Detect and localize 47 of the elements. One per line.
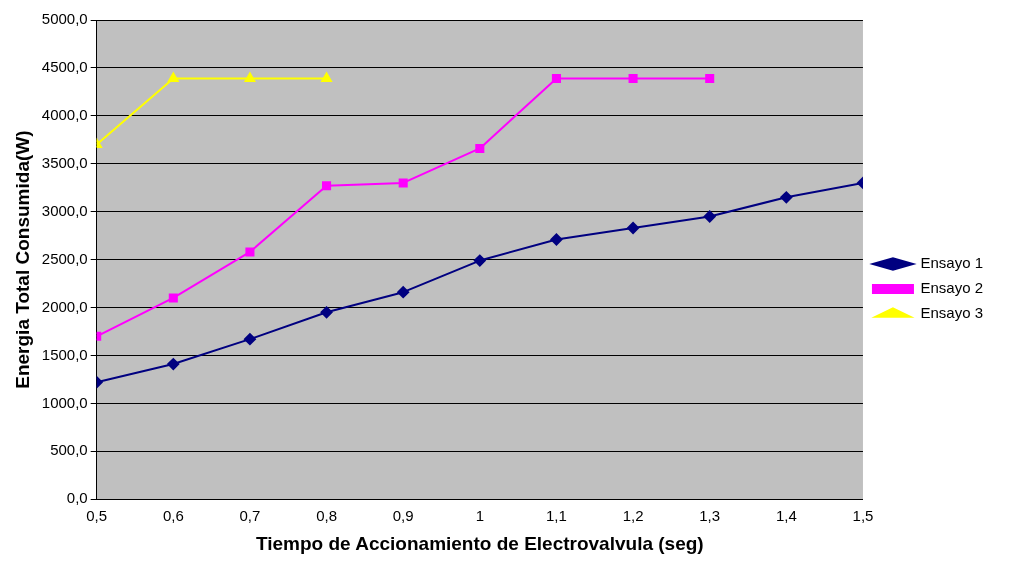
x-tick-label: 0,6 — [162, 507, 184, 525]
x-tick-label: 0,9 — [392, 507, 414, 525]
x-axis-title: Tiempo de Accionamiento de Electrovalvula (seg) — [255, 532, 704, 554]
y-tick-label: 1000,0 — [41, 393, 88, 411]
point — [321, 72, 332, 82]
y-tick-label: 3000,0 — [41, 201, 88, 219]
x-tick-label: 1 — [475, 507, 484, 525]
y-tick-label: 500,0 — [50, 441, 88, 459]
x-tick-label: 0,8 — [316, 507, 337, 525]
point — [245, 247, 255, 257]
point — [473, 254, 486, 267]
point — [320, 306, 333, 319]
point — [475, 143, 485, 153]
x-tick-label: 0,5 — [86, 507, 108, 525]
point — [167, 358, 180, 371]
y-tick-label: 5000,0 — [41, 10, 88, 28]
x-tick-label: 1,4 — [775, 507, 797, 525]
y-tick-label: 0,0 — [66, 489, 88, 507]
x-tick-label: 0,7 — [239, 507, 261, 525]
point — [398, 178, 408, 188]
point — [550, 233, 563, 246]
y-tick-label: 4500,0 — [41, 58, 88, 76]
point — [244, 72, 256, 82]
legend-label: Ensayo 3 — [920, 304, 984, 322]
x-tick-label: 1,5 — [852, 507, 874, 525]
point — [243, 333, 256, 346]
point — [167, 72, 179, 82]
point — [322, 181, 332, 191]
point — [397, 286, 410, 299]
y-tick-label: 2000,0 — [41, 297, 88, 315]
y-axis-title: Energia Total Consumida(W) — [11, 130, 33, 389]
legend-label: Ensayo 1 — [920, 254, 984, 272]
point — [551, 73, 561, 83]
y-tick-label: 4000,0 — [41, 105, 88, 123]
legend-label: Ensayo 2 — [920, 279, 984, 297]
point — [168, 293, 178, 303]
point — [705, 73, 715, 83]
point — [780, 191, 793, 204]
x-tick-label: 1,3 — [699, 507, 721, 525]
x-tick-label: 1,1 — [546, 507, 567, 525]
x-tick-label: 1,2 — [622, 507, 644, 525]
point — [628, 73, 638, 83]
y-tick-label: 3500,0 — [41, 153, 88, 171]
y-tick-label: 1500,0 — [41, 345, 88, 363]
point — [627, 221, 640, 234]
y-tick-label: 2500,0 — [41, 249, 88, 267]
point — [703, 210, 716, 223]
